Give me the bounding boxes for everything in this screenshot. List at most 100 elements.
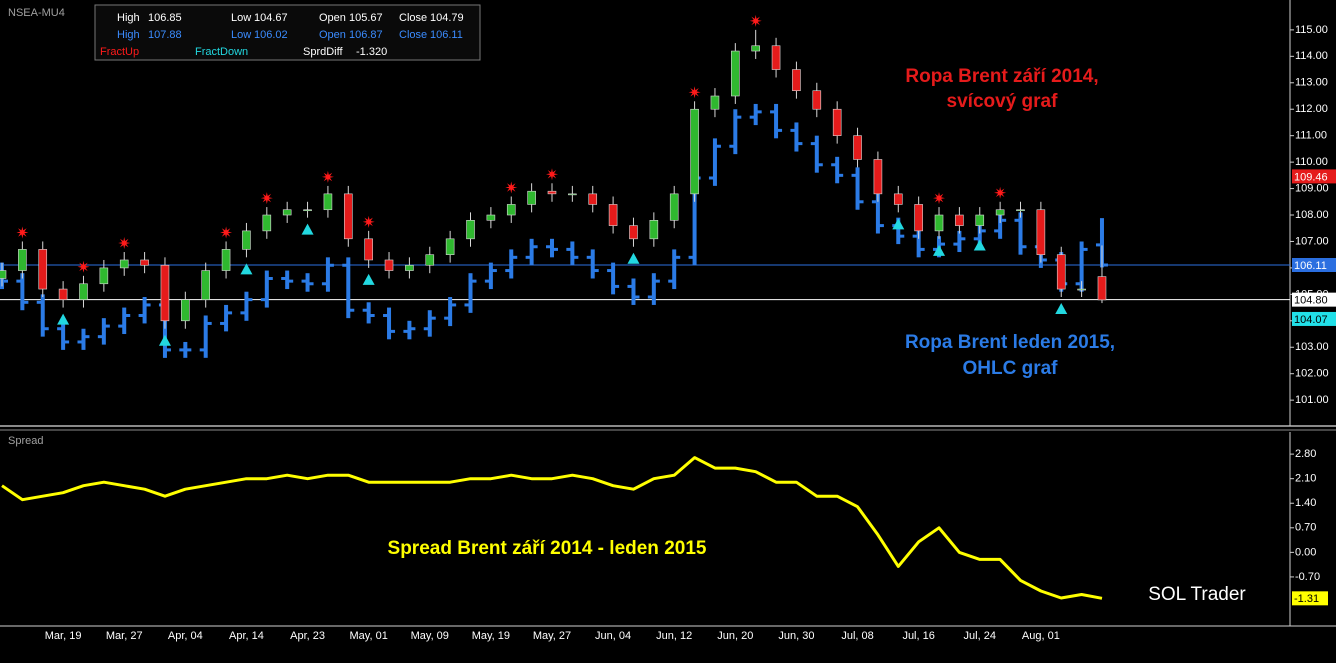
candle-body xyxy=(731,50,740,97)
candle-body xyxy=(425,254,435,266)
y-tick-label: 114.00 xyxy=(1295,50,1328,62)
fractal-up xyxy=(933,192,945,205)
y-tick-label: 110.00 xyxy=(1295,156,1328,168)
fractal-down xyxy=(933,244,946,256)
candle-body xyxy=(771,45,781,70)
fractal-up xyxy=(220,226,233,239)
price-tag xyxy=(1292,169,1336,184)
fractal-down xyxy=(158,334,171,346)
info-label: Open xyxy=(319,12,346,24)
annotation: svícový graf xyxy=(947,91,1059,112)
last-value-tag xyxy=(1292,591,1328,606)
info-value: 106.87 xyxy=(349,29,383,41)
info-label: High xyxy=(117,29,140,41)
candle-body xyxy=(1077,288,1086,291)
candle-body xyxy=(140,259,149,266)
info-label: Low xyxy=(231,12,251,24)
candle-body xyxy=(934,214,944,232)
x-tick-label: May, 09 xyxy=(411,630,449,642)
fractal-up xyxy=(260,192,273,205)
info-value: 105.67 xyxy=(349,12,383,24)
fractal-down xyxy=(892,218,905,230)
fractal-up xyxy=(546,168,558,181)
info-label: SprdDiff xyxy=(303,46,343,58)
y-tick-label: -0.70 xyxy=(1295,571,1320,583)
x-tick-label: Jun, 04 xyxy=(595,630,631,642)
y-tick-label: 103.00 xyxy=(1295,341,1329,353)
annotation: OHLC graf xyxy=(963,358,1059,379)
y-tick-label: 109.00 xyxy=(1295,182,1329,194)
candle-body xyxy=(792,69,801,92)
fractal-up xyxy=(749,14,762,27)
fractal-down xyxy=(1055,302,1068,314)
info-value: 104.67 xyxy=(254,12,288,24)
x-tick-label: Mar, 27 xyxy=(106,630,143,642)
info-label: High xyxy=(117,12,140,24)
x-tick-label: May, 27 xyxy=(533,630,571,642)
x-tick-label: Jun, 12 xyxy=(656,630,692,642)
candle-body xyxy=(79,283,88,300)
candle-body xyxy=(1097,276,1107,301)
candle-body xyxy=(242,230,251,250)
candle-body xyxy=(690,108,699,195)
y-tick-label: 2.10 xyxy=(1295,473,1316,485)
y-tick-label: 101.00 xyxy=(1295,394,1329,406)
legend-entry: FractUp xyxy=(100,46,139,58)
info-label: Close xyxy=(399,29,427,41)
info-value: 106.02 xyxy=(254,29,288,41)
y-tick-label: 111.00 xyxy=(1295,130,1327,142)
y-tick-label: 112.00 xyxy=(1295,103,1328,115)
candle-body xyxy=(832,108,842,136)
info-value: 106.11 xyxy=(430,29,463,41)
info-value: 104.79 xyxy=(430,12,464,24)
y-tick-label: 0.70 xyxy=(1295,522,1316,534)
price-tag-label: 104.07 xyxy=(1294,314,1328,326)
candle-body xyxy=(0,270,7,279)
candle-body xyxy=(568,193,577,196)
candle-body xyxy=(262,214,272,232)
candle-body xyxy=(893,193,903,205)
x-tick-label: Aug, 01 xyxy=(1022,630,1060,642)
fractal-down xyxy=(973,239,986,251)
fractal-up xyxy=(118,237,131,249)
candle-body xyxy=(527,190,536,205)
candle-body xyxy=(38,249,48,290)
x-tick-label: Jun, 30 xyxy=(778,630,814,642)
candle-body xyxy=(608,204,618,226)
candle-body xyxy=(1036,209,1046,255)
candle-body xyxy=(364,238,373,261)
y-tick-label: 107.00 xyxy=(1295,235,1329,247)
fractal-down xyxy=(57,313,70,325)
candle-body xyxy=(221,249,231,271)
price-tag-label: 106.11 xyxy=(1294,260,1327,272)
candle-body xyxy=(58,288,68,300)
x-tick-label: Jun, 20 xyxy=(717,630,753,642)
x-tick-label: Apr, 23 xyxy=(290,630,325,642)
fractal-up xyxy=(77,260,90,273)
last-value-label: -1.31 xyxy=(1294,593,1319,605)
fractal-up xyxy=(994,186,1007,199)
candle-body xyxy=(303,209,312,212)
fractal-up xyxy=(362,215,375,228)
annotation: Ropa Brent leden 2015, xyxy=(905,332,1115,353)
info-label: Close xyxy=(399,12,427,24)
price-tag-label: 109.46 xyxy=(1294,171,1328,183)
candle-body xyxy=(201,270,210,300)
candle-body xyxy=(547,190,557,195)
annotation: Ropa Brent září 2014, xyxy=(905,66,1098,87)
fractal-down xyxy=(362,273,375,285)
info-box xyxy=(94,4,481,61)
candle-body xyxy=(343,193,353,240)
info-label: Open xyxy=(319,29,346,41)
info-value: 107.88 xyxy=(148,29,182,41)
candle-body xyxy=(914,204,923,232)
candle-body xyxy=(160,264,170,322)
fractal-up xyxy=(321,170,334,183)
fractal-up xyxy=(16,226,29,239)
price-tag xyxy=(1292,257,1336,272)
candle-body xyxy=(588,193,598,205)
candle-body xyxy=(649,220,659,240)
watermark: SOL Trader xyxy=(1148,584,1246,605)
x-tick-label: Apr, 04 xyxy=(168,630,203,642)
